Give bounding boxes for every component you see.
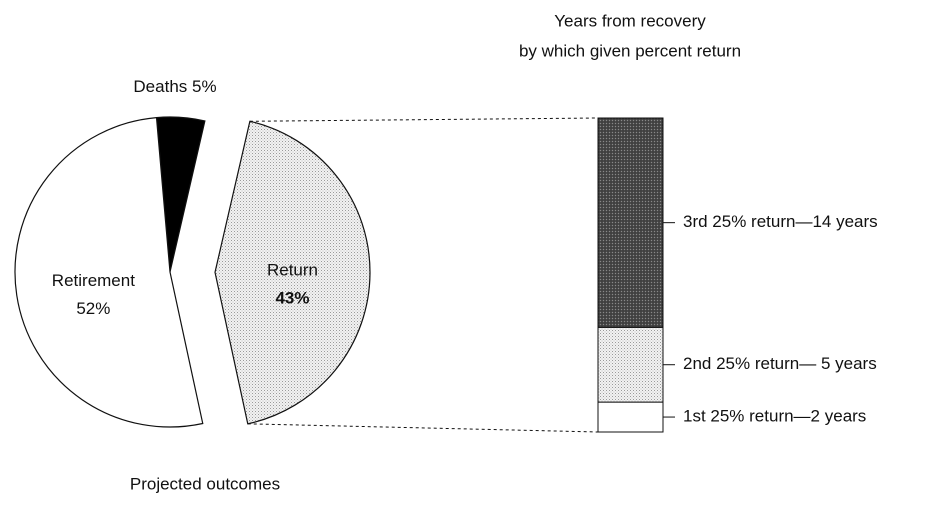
value-label: 5%: [192, 77, 217, 96]
bar-segment: [597, 401, 664, 433]
category-label: Retirement: [52, 271, 135, 290]
pie-slice: [214, 120, 371, 425]
pie-label: Deaths 5%: [133, 77, 216, 96]
bar-title: Years from recovery: [554, 11, 706, 30]
pie-slice: [14, 116, 204, 428]
connector: [247, 423, 599, 433]
segment-label: 3rd 25% return—14 years: [683, 212, 878, 231]
value-label: 52%: [76, 299, 110, 318]
bar-segment: [597, 117, 664, 328]
connector: [249, 117, 599, 122]
caption: Projected outcomes: [130, 474, 280, 493]
bar-segment: [597, 326, 664, 403]
category-label: Return: [267, 260, 318, 279]
segment-label: 2nd 25% return— 5 years: [683, 354, 877, 373]
value-label: 43%: [275, 288, 309, 307]
category-label: Deaths: [133, 77, 187, 96]
bar-title: by which given percent return: [519, 41, 741, 60]
segment-label: 1st 25% return—2 years: [683, 407, 866, 426]
